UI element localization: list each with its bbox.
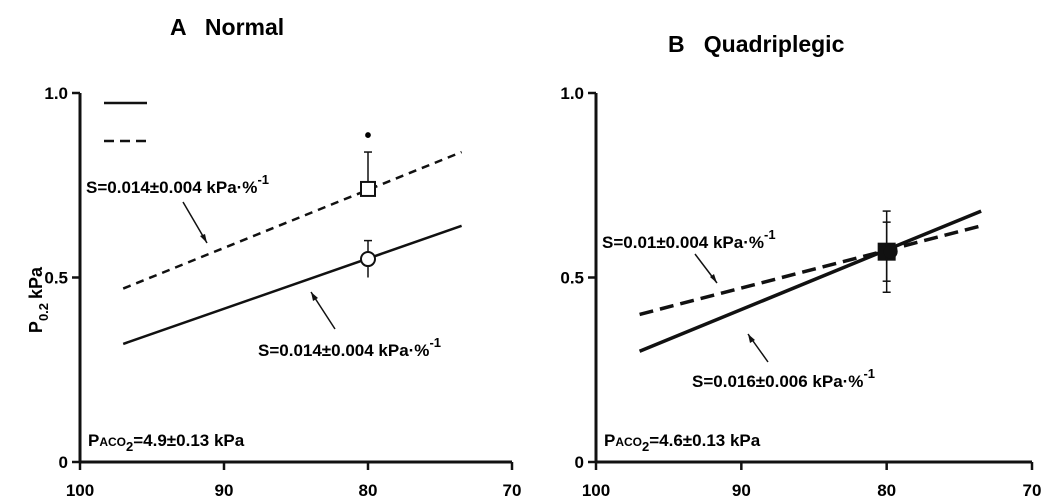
panel-a-series-line-solid xyxy=(122,224,463,346)
panel-a-y-axis-label: P0.2 kPa xyxy=(26,266,51,333)
panel-b-x-tick-label: 100 xyxy=(582,481,610,500)
panel-a-ticks: 0 0.5 1.0 100 90 80 70 xyxy=(44,84,521,500)
panel-b-x-tick-label: 80 xyxy=(877,481,896,500)
panel-b-arrowhead-solid xyxy=(748,334,755,343)
panel-a-y-tick-label: 0 xyxy=(59,453,68,472)
panel-a-x-tick-label: 70 xyxy=(503,481,522,500)
panel-b-annotation-solid: S=0.016±0.006 kPa·%-1 xyxy=(692,366,875,391)
panel-b-x-tick-label: 90 xyxy=(732,481,751,500)
panel-a-ylabel-main: P xyxy=(26,321,46,333)
panel-b: B Quadriplegic 0 0.5 1.0 100 90 80 70 S=0.01±0… xyxy=(560,31,1041,500)
panel-a-x-tick-label: 80 xyxy=(359,481,378,500)
panel-a-data-point-dashed xyxy=(360,180,376,197)
panel-b-arrowhead-dashed xyxy=(710,274,717,283)
panel-b-y-tick-label: 1.0 xyxy=(560,84,584,103)
panel-a: A Normal P0.2 kPa 0 0.5 1.0 100 90 80 70 • S=0.… xyxy=(26,14,521,500)
panel-b-series-line-dashed xyxy=(639,224,982,317)
panel-a-annotation-dashed: S=0.014±0.004 kPa·%-1 xyxy=(86,172,269,197)
panel-b-y-tick-label: 0.5 xyxy=(560,269,584,288)
panel-a-arrowhead-solid xyxy=(311,292,318,301)
panel-b-x-tick-label: 70 xyxy=(1023,481,1042,500)
panel-b-data-point-dashed xyxy=(883,244,898,259)
panel-a-y-tick-label: 1.0 xyxy=(44,84,68,103)
panel-b-ticks: 0 0.5 1.0 100 90 80 70 xyxy=(560,84,1041,500)
panel-a-x-tick-label: 90 xyxy=(215,481,234,500)
panel-a-footnote: PACO2=4.9±0.13 kPa xyxy=(88,431,245,454)
panel-b-y-tick-label: 0 xyxy=(575,453,584,472)
panel-a-ylabel-unit: kPa xyxy=(26,266,46,299)
panel-b-series-line-solid xyxy=(638,209,982,353)
panel-a-y-tick-label: 0.5 xyxy=(44,269,68,288)
panel-b-series xyxy=(638,209,982,353)
panel-a-x-tick-label: 100 xyxy=(66,481,94,500)
panel-a-annotation-solid: S=0.014±0.004 kPa·%-1 xyxy=(258,335,441,360)
panel-a-ylabel-sub: 0.2 xyxy=(36,303,51,321)
panel-a-significance-mark: • xyxy=(364,125,371,147)
panel-b-title: B Quadriplegic xyxy=(668,31,845,57)
panel-a-series: • xyxy=(122,125,463,346)
panel-b-annotation-dashed: S=0.01±0.004 kPa·%-1 xyxy=(602,227,776,252)
svg-text:P0.2kPa: P0.2 kPa xyxy=(26,266,51,333)
panel-a-series-line-dashed xyxy=(122,150,463,290)
panel-a-data-point-solid xyxy=(360,251,376,268)
panel-a-arrowhead-dashed xyxy=(200,234,207,243)
panel-a-title: A Normal xyxy=(170,14,284,40)
panel-b-footnote: PACO2=4.6±0.13 kPa xyxy=(604,431,761,454)
